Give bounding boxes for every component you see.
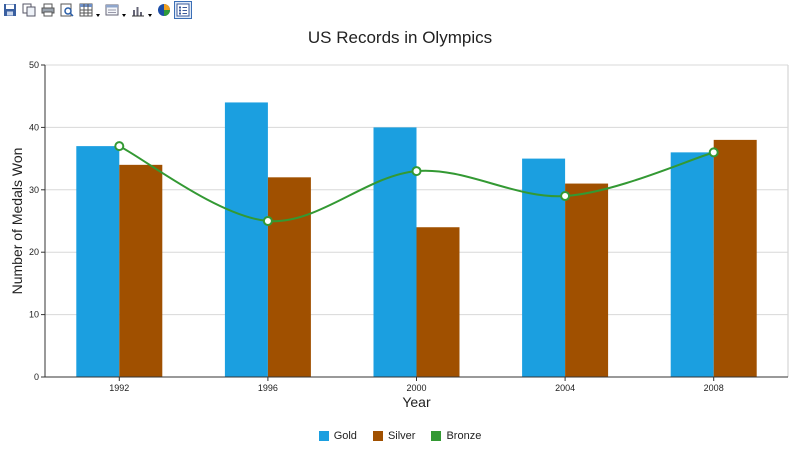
- legend-swatch: [318, 431, 329, 441]
- chart-type-button[interactable]: [130, 2, 153, 18]
- chart-type-icon: [131, 3, 145, 17]
- properties-icon: [105, 3, 119, 17]
- point-bronze: [560, 191, 571, 202]
- print-preview-button[interactable]: [59, 2, 75, 18]
- bar-silver: [416, 227, 460, 377]
- y-tick-label: 20: [29, 247, 39, 257]
- point-bronze: [262, 216, 273, 226]
- legend-swatch: [431, 431, 442, 441]
- print-button[interactable]: [40, 2, 56, 18]
- x-tick-label: 2004: [555, 383, 575, 393]
- palette-icon: [157, 3, 171, 17]
- y-tick-label: 30: [29, 185, 39, 195]
- point-bronze: [114, 141, 125, 152]
- legend-item-bronze[interactable]: Bronze: [431, 430, 481, 442]
- bar-silver: [565, 183, 609, 377]
- legend-label: Bronze: [446, 430, 482, 442]
- y-tick-label: 40: [29, 122, 39, 132]
- properties-button[interactable]: [104, 2, 127, 18]
- chart-title: US Records in Olympics: [307, 28, 493, 47]
- bar-gold: [670, 152, 714, 377]
- bar-silver: [119, 164, 163, 377]
- chevron-down-icon[interactable]: [96, 14, 100, 17]
- copy-button[interactable]: [21, 2, 37, 18]
- copy-icon: [22, 3, 36, 17]
- save-icon: [3, 3, 17, 17]
- x-tick-label: 1996: [258, 383, 278, 393]
- point-bronze: [708, 147, 719, 158]
- legend-item-silver[interactable]: Silver: [372, 430, 416, 442]
- bar-gold: [522, 158, 566, 377]
- x-tick-label: 2000: [406, 383, 426, 393]
- data-grid-button[interactable]: [78, 2, 101, 18]
- x-axis-title: Year: [402, 394, 431, 410]
- palette-button[interactable]: [156, 2, 172, 18]
- y-tick-label: 50: [29, 60, 39, 70]
- legend-label: Gold: [333, 430, 357, 442]
- chevron-down-icon[interactable]: [122, 14, 126, 17]
- y-axis-title: Number of Medals Won: [9, 148, 25, 295]
- x-tick-label: 1992: [109, 383, 129, 393]
- bar-gold: [76, 146, 120, 377]
- save-button[interactable]: [2, 2, 18, 18]
- legend-toggle-button[interactable]: [174, 1, 192, 19]
- chevron-down-icon[interactable]: [148, 14, 152, 17]
- data-grid-icon: [79, 3, 93, 17]
- chart-toolbar: [2, 1, 192, 19]
- x-tick-label: 2008: [704, 383, 724, 393]
- bar-silver: [267, 177, 311, 377]
- bar-silver: [713, 139, 757, 377]
- legend-label: Silver: [387, 430, 416, 442]
- chart-legend: Gold Silver Bronze: [0, 430, 800, 442]
- bar-gold: [373, 127, 417, 378]
- point-bronze: [411, 166, 422, 177]
- bar-gold: [224, 102, 268, 377]
- print-icon: [41, 3, 55, 17]
- legend-swatch: [372, 431, 383, 441]
- legend-item-gold[interactable]: Gold: [318, 430, 357, 442]
- print-preview-icon: [60, 3, 74, 17]
- legend-toggle-icon: [176, 3, 190, 17]
- y-tick-label: 10: [29, 310, 39, 320]
- y-tick-label: 0: [34, 372, 39, 382]
